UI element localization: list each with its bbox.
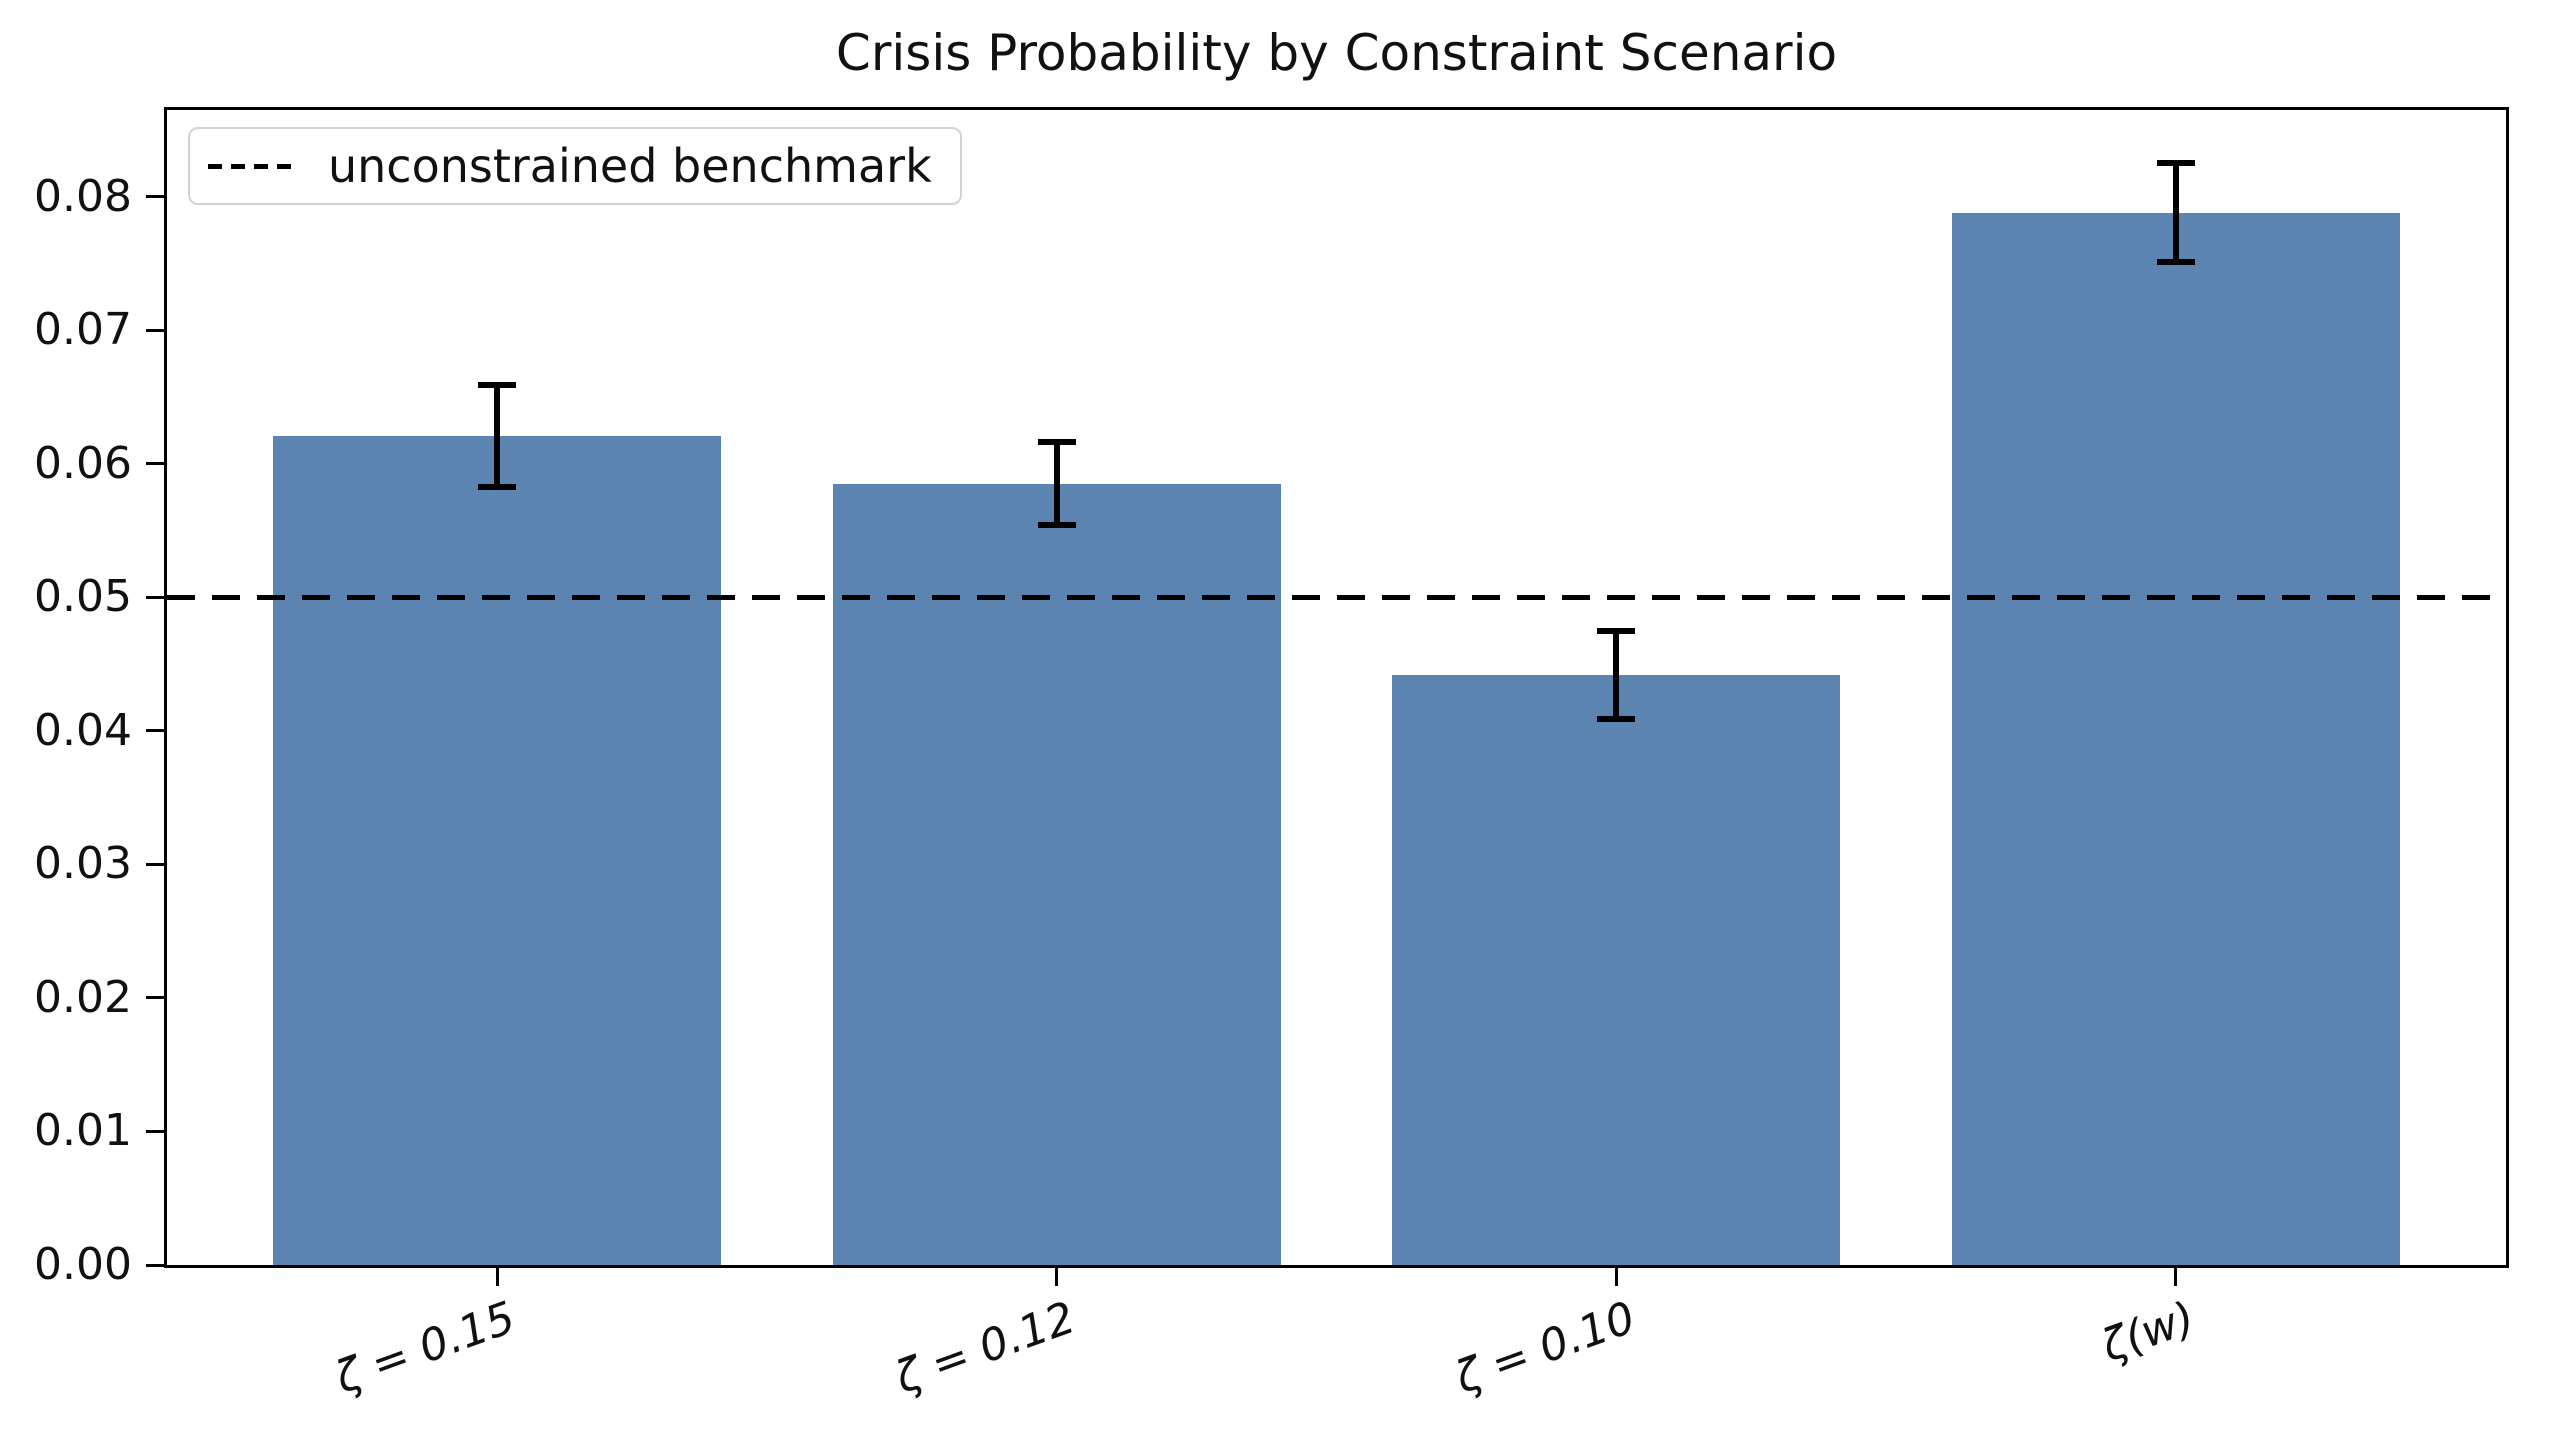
y-axis-tick-label: 0.05 xyxy=(34,571,132,623)
legend: unconstrained benchmark xyxy=(188,127,962,205)
plot-area: unconstrained benchmark 0.00 0.01 0.02 0.03… xyxy=(34,107,2509,1404)
x-axis-tick-label-2: ζ = 0.10 xyxy=(1448,1292,1642,1404)
bar-2 xyxy=(1392,674,1841,1265)
y-axis-tick xyxy=(146,996,164,1000)
x-axis-tick xyxy=(1055,1268,1059,1286)
error-bar-cap-top-2 xyxy=(1597,627,1636,634)
bar-3 xyxy=(1952,212,2400,1265)
x-axis-tick xyxy=(1614,1268,1618,1286)
legend-label: unconstrained benchmark xyxy=(328,139,932,193)
y-axis-tick xyxy=(146,1129,164,1133)
y-axis-tick xyxy=(146,595,164,599)
x-axis-tick-label-0: ζ = 0.15 xyxy=(329,1292,523,1404)
y-axis-tick-label: 0.01 xyxy=(34,1105,132,1157)
bar-0 xyxy=(273,435,721,1265)
chart-title: Crisis Probability by Constraint Scenari… xyxy=(835,24,1838,82)
y-axis-tick xyxy=(146,328,164,332)
y-axis-tick-label: 0.02 xyxy=(34,971,132,1023)
x-axis-tick-label-3: ζ(w) xyxy=(2094,1292,2201,1373)
x-axis-tick-label-1: ζ = 0.12 xyxy=(888,1292,1082,1404)
dashed-line-sample-icon xyxy=(208,163,294,169)
y-axis-tick-label: 0.04 xyxy=(34,704,132,756)
y-axis-tick-label: 0.07 xyxy=(34,304,132,356)
y-axis-tick-label: 0.06 xyxy=(34,437,132,489)
error-bar-cap-top-0 xyxy=(478,382,517,389)
error-bar-cap-top-3 xyxy=(2156,160,2195,167)
error-bar-cap-bottom-1 xyxy=(1037,522,1076,529)
y-axis-tick xyxy=(146,729,164,733)
y-axis-tick xyxy=(146,195,164,199)
bar-1 xyxy=(832,483,1281,1265)
benchmark-line xyxy=(167,594,2506,600)
y-axis-tick xyxy=(146,462,164,466)
error-bar-cap-bottom-2 xyxy=(1597,715,1636,722)
y-axis-tick-label: 0.08 xyxy=(34,170,132,222)
error-bar-0 xyxy=(494,385,501,487)
y-axis-tick-label: 0.03 xyxy=(34,838,132,890)
x-axis-tick xyxy=(2174,1268,2178,1286)
error-bar-cap-bottom-0 xyxy=(478,483,517,490)
error-bar-cap-bottom-3 xyxy=(2156,259,2195,266)
y-axis-tick-label: 0.00 xyxy=(34,1239,132,1290)
x-axis-tick xyxy=(495,1268,499,1286)
y-axis-tick xyxy=(146,862,164,866)
y-axis-tick xyxy=(146,1263,164,1267)
error-bar-cap-top-1 xyxy=(1037,439,1076,446)
error-bar-1 xyxy=(1053,442,1060,526)
error-bar-3 xyxy=(2172,163,2179,263)
error-bar-2 xyxy=(1613,630,1620,719)
